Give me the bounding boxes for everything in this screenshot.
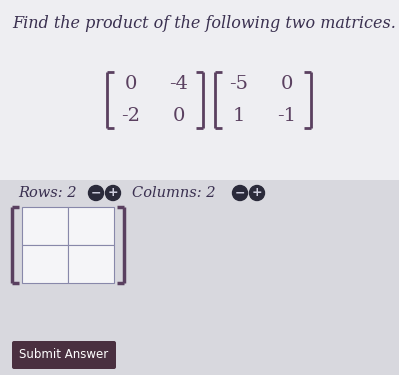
Circle shape <box>90 187 102 199</box>
Text: 0: 0 <box>173 107 185 125</box>
Bar <box>22 207 68 245</box>
Text: Columns: 2: Columns: 2 <box>132 186 215 200</box>
Bar <box>68 207 114 245</box>
Text: 1: 1 <box>233 107 245 125</box>
Text: Find the product of the following two matrices.: Find the product of the following two ma… <box>12 15 396 32</box>
Text: -5: -5 <box>229 75 249 93</box>
FancyBboxPatch shape <box>12 341 116 369</box>
FancyBboxPatch shape <box>0 180 399 375</box>
Bar <box>68 245 114 283</box>
Text: -1: -1 <box>277 107 296 125</box>
Bar <box>22 245 68 283</box>
Circle shape <box>105 186 120 201</box>
Text: +: + <box>108 186 119 200</box>
Circle shape <box>233 186 247 201</box>
Text: -4: -4 <box>170 75 188 93</box>
Circle shape <box>234 187 246 199</box>
Text: Submit Answer: Submit Answer <box>20 348 109 361</box>
Text: Rows: 2: Rows: 2 <box>18 186 77 200</box>
Text: −: − <box>91 186 101 200</box>
Text: −: − <box>235 186 245 200</box>
Circle shape <box>89 186 103 201</box>
Text: -2: -2 <box>122 107 140 125</box>
Text: 0: 0 <box>281 75 293 93</box>
Circle shape <box>249 186 265 201</box>
Text: +: + <box>252 186 262 200</box>
Text: 0: 0 <box>125 75 137 93</box>
